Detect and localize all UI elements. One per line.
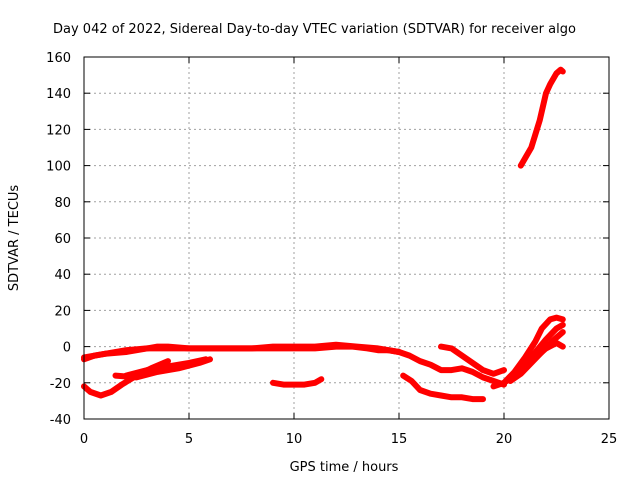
series-arc-high (517, 66, 566, 169)
series-arc-late-rise-b (501, 321, 566, 386)
y-tick-label: 60 (54, 232, 71, 247)
y-axis-label: SDTVAR / TECUs (7, 185, 22, 292)
y-tick-label: 120 (46, 123, 71, 138)
series-arc-mid-left-b (123, 356, 209, 379)
y-tick-label: 160 (46, 51, 71, 66)
y-tick-label: 140 (46, 87, 71, 102)
y-tick-label: 20 (54, 304, 71, 319)
series-arc-late-low (400, 372, 486, 403)
x-tick-label: 15 (391, 432, 408, 447)
series-arc-late-mid (438, 343, 507, 377)
x-tick-label: 10 (286, 432, 303, 447)
chart-title: Day 042 of 2022, Sidereal Day-to-day VTE… (53, 22, 576, 37)
y-tick-label: -40 (50, 413, 71, 428)
y-tick-label: 40 (54, 268, 71, 283)
y-tick-label: 80 (54, 196, 71, 211)
x-tick-label: 0 (80, 432, 88, 447)
y-tick-label: 100 (46, 160, 71, 175)
grid (84, 57, 609, 419)
series-arc-late-rise-d (511, 340, 566, 381)
y-tick-label: -20 (50, 377, 71, 392)
series-arc-main-b (81, 341, 402, 361)
y-tick-label: 0 (63, 341, 71, 356)
axis-ticks: 0 5 10 15 20 25 -40 -20 0 20 40 60 80 100 120 140 160 (46, 51, 617, 447)
x-tick-label: 25 (601, 432, 618, 447)
x-tick-label: 5 (185, 432, 193, 447)
data-series-layer (81, 66, 566, 403)
x-axis-label: GPS time / hours (290, 460, 399, 475)
series-arc-nine (270, 376, 325, 388)
x-tick-label: 20 (496, 432, 513, 447)
